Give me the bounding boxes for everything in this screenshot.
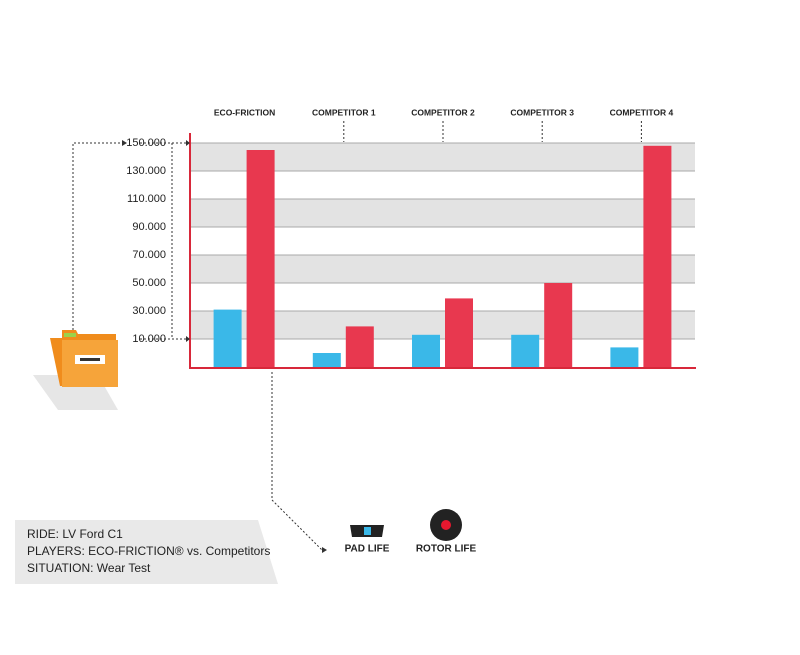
- pad-icon: [350, 525, 384, 537]
- arrow-head: [322, 547, 327, 553]
- info-box: [15, 520, 278, 584]
- category-label: COMPETITOR 3: [510, 107, 574, 117]
- bar: [246, 150, 275, 367]
- info-line: SITUATION: Wear Test: [27, 561, 151, 575]
- y-tick-label: 110.000: [127, 193, 166, 205]
- info: RIDE: LV Ford C1 PLAYERS: ECO-FRICTION® v…: [27, 527, 270, 575]
- bar: [610, 347, 639, 367]
- y-tick-label: 50.000: [132, 277, 166, 289]
- bar: [643, 145, 672, 367]
- bar: [445, 298, 473, 367]
- bar: [511, 334, 540, 367]
- y-tick-label: 150.000: [126, 137, 166, 149]
- y-tick-label: 30.000: [132, 305, 166, 317]
- connectors: [72, 142, 323, 551]
- bar: [312, 353, 341, 367]
- category-label: COMPETITOR 2: [411, 107, 475, 117]
- bar: [412, 334, 440, 367]
- info-line: RIDE: LV Ford C1: [27, 527, 123, 541]
- plot: 150.000 130.000 110.000 90.000 70.000 50.000 3…: [126, 107, 696, 369]
- category-label: ECO-FRICTION: [214, 107, 275, 117]
- y-tick-label: 70.000: [132, 249, 166, 261]
- category-label: COMPETITOR 4: [610, 107, 674, 117]
- rotor-icon: [430, 509, 462, 541]
- bar: [345, 326, 374, 367]
- info-line: PLAYERS: ECO-FRICTION® vs. Competitors: [27, 544, 270, 558]
- bar: [544, 283, 573, 367]
- legend-label: ROTOR LIFE: [416, 544, 477, 555]
- arrow-head: [186, 336, 190, 342]
- category-label: COMPETITOR 1: [312, 107, 376, 117]
- y-tick-label: 130.000: [126, 165, 166, 177]
- arrow-head: [186, 140, 190, 146]
- legend: PAD LIFE ROTOR LIFE: [345, 544, 477, 555]
- arrow-head: [122, 140, 127, 146]
- folder-icon: [33, 330, 118, 410]
- y-tick-label: 90.000: [132, 221, 166, 233]
- bar: [213, 309, 242, 367]
- legend-label: PAD LIFE: [345, 544, 390, 555]
